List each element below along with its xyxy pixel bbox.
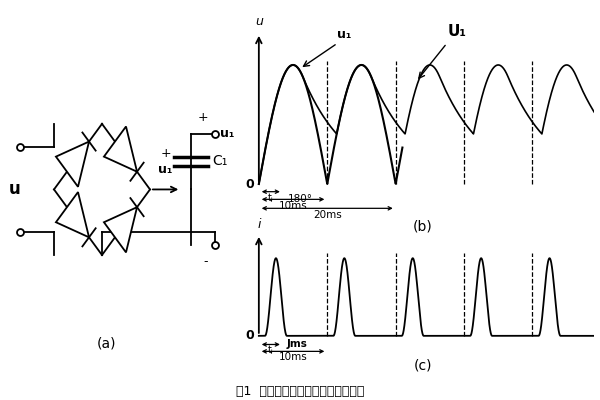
Text: u₁: u₁: [220, 127, 234, 140]
Text: U₁: U₁: [448, 24, 467, 39]
Polygon shape: [56, 142, 89, 187]
Text: Jms: Jms: [286, 340, 307, 350]
Text: +: +: [161, 147, 172, 160]
Text: tⱼ: tⱼ: [268, 345, 274, 355]
Text: 10ms: 10ms: [278, 352, 307, 362]
Text: i: i: [257, 218, 260, 230]
Text: 0: 0: [245, 329, 254, 342]
Text: 180°: 180°: [287, 194, 313, 204]
Text: (a): (a): [97, 336, 116, 350]
Text: 图1  整流滤波电压及整流电流的波形: 图1 整流滤波电压及整流电流的波形: [236, 385, 364, 398]
Text: -: -: [203, 255, 208, 268]
Text: u₁: u₁: [337, 28, 352, 41]
Text: (c): (c): [414, 358, 432, 372]
Polygon shape: [56, 192, 89, 237]
Text: C₁: C₁: [212, 154, 228, 168]
Text: 20ms: 20ms: [313, 210, 341, 220]
Polygon shape: [104, 207, 137, 252]
Text: +: +: [197, 111, 208, 124]
Text: 0: 0: [245, 178, 254, 190]
Text: 10ms: 10ms: [278, 201, 307, 211]
Text: u: u: [8, 180, 20, 198]
Text: (b): (b): [413, 220, 433, 234]
Text: tⱼ: tⱼ: [268, 193, 274, 203]
Text: u: u: [255, 15, 263, 28]
Text: u₁: u₁: [158, 163, 173, 176]
Polygon shape: [104, 126, 137, 172]
